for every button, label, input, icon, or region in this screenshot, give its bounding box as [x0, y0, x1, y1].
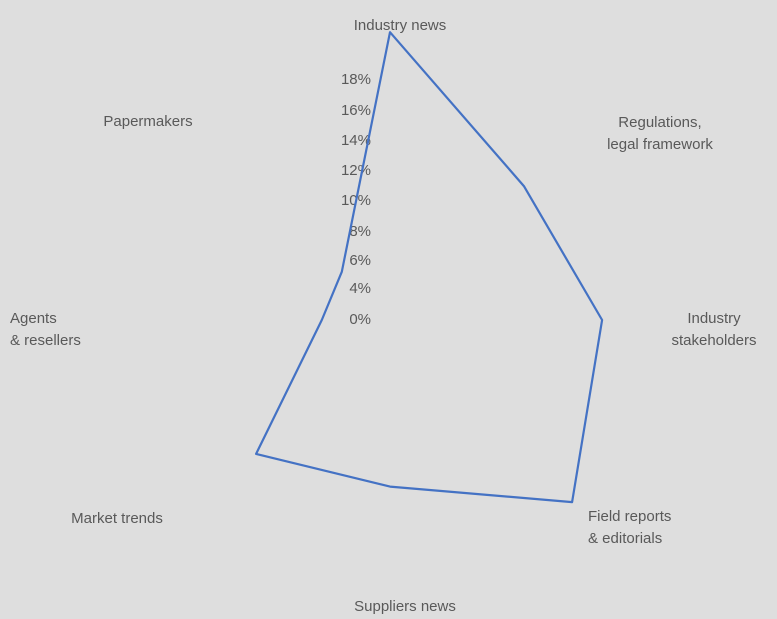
category-label: Industry stakeholders [671, 310, 756, 349]
category-label: Regulations, legal framework [607, 114, 713, 153]
radial-tick-label: 8% [349, 223, 371, 240]
radial-tick-label: 6% [349, 252, 371, 269]
category-label-line: & editorials [588, 530, 662, 547]
radial-tick-labels: 0%4%6%8%10%12%14%16%18% [341, 71, 371, 328]
category-label: Papermakers [103, 113, 192, 130]
series-layer [255, 31, 604, 504]
radial-tick-label: 14% [341, 132, 371, 149]
category-label-line: Field reports [588, 508, 671, 525]
category-label: Agents & resellers [10, 310, 81, 349]
category-label-line: Agents [10, 310, 57, 327]
category-label-line: Papermakers [103, 113, 192, 130]
category-label-line: stakeholders [671, 332, 756, 349]
radial-tick-label: 18% [341, 71, 371, 88]
category-label: Industry news [354, 17, 447, 34]
category-label-line: Regulations, [618, 114, 701, 131]
category-label: Field reports & editorials [588, 508, 671, 547]
category-label-line: legal framework [607, 136, 713, 153]
category-label-line: Industry [687, 310, 741, 327]
radial-tick-label: 16% [341, 102, 371, 119]
series-line [255, 31, 604, 504]
category-label: Market trends [71, 510, 163, 527]
category-label-line: Industry news [354, 17, 447, 34]
category-label-line: & resellers [10, 332, 81, 349]
radial-tick-label: 0% [349, 311, 371, 328]
category-label: Suppliers news [354, 598, 456, 615]
category-labels: Industry news Regulations, legal framework… [10, 17, 757, 615]
category-label-line: Suppliers news [354, 598, 456, 615]
radial-tick-label: 12% [341, 162, 371, 179]
category-label-line: Market trends [71, 510, 163, 527]
radial-tick-label: 4% [349, 280, 371, 297]
